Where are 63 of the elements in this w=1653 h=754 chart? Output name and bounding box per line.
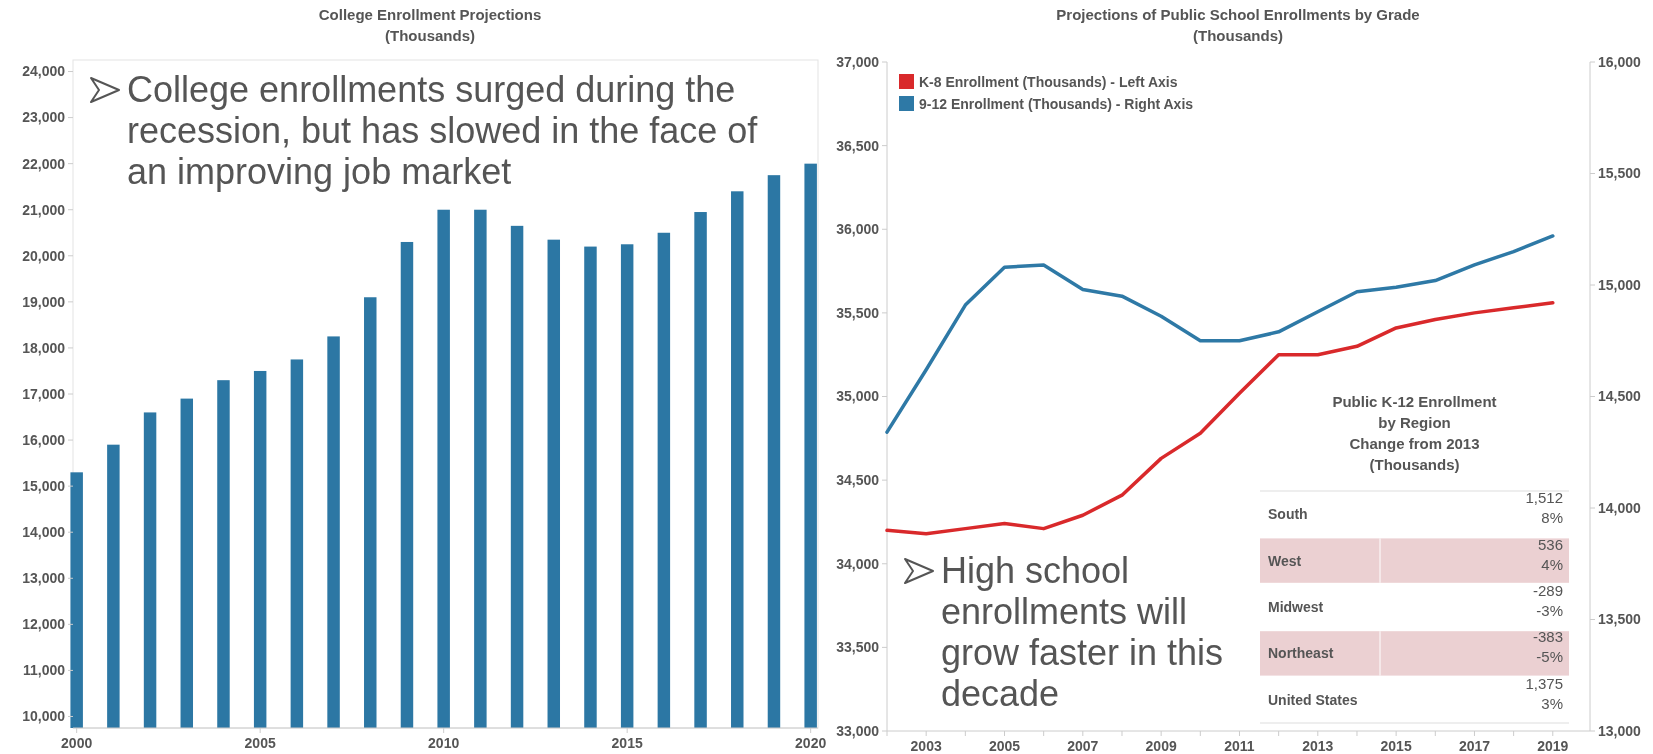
y-tick-label: 16,000: [22, 431, 66, 448]
x-tick-label: 2015: [611, 735, 643, 751]
y2-tick-label: 14,000: [1598, 499, 1642, 516]
text: 1,512 8%: [1525, 489, 1563, 527]
y-tick-label: 35,000: [836, 388, 880, 405]
x-tick-label: 2013: [1302, 738, 1334, 754]
x-tick-label: 2000: [61, 735, 93, 751]
y-tick-label: 34,000: [836, 555, 880, 572]
y2-tick-label: 13,500: [1598, 611, 1642, 628]
category-label: United States: [1268, 691, 1358, 708]
y2-tick-label: 14,500: [1598, 388, 1642, 405]
y-tick-label: 12,000: [22, 616, 66, 633]
y-tick-label: 37,000: [836, 53, 880, 70]
chart-title: Projections of Public School Enrollments by Grade (Thousands): [1056, 6, 1420, 44]
y-tick-label: 11,000: [22, 662, 66, 679]
annotation: High school enrollments will grow faster in this decade: [941, 550, 1224, 714]
x-tick-label: 2005: [988, 738, 1021, 754]
y-tick-label: 13,000: [22, 570, 66, 587]
text: 1,375 3%: [1525, 674, 1563, 712]
x-tick-label: 2020: [795, 735, 827, 751]
category-label: South: [1268, 506, 1308, 523]
category-label: Midwest: [1268, 598, 1324, 615]
text: Public K-12 Enrollment by Region Change from 2013 (Thousands): [1332, 393, 1497, 473]
y-tick-label: 19,000: [22, 293, 66, 310]
y2-tick-label: 16,000: [1598, 53, 1642, 70]
y2-tick-label: 15,500: [1598, 165, 1642, 182]
x-tick-label: 2011: [1224, 738, 1255, 754]
x-tick-label: 2017: [1458, 738, 1491, 754]
x-tick-label: 2010: [428, 735, 460, 751]
x-tick-label: 2019: [1537, 738, 1569, 754]
legend-label: 9-12 Enrollment (Thousands) - Right Axis: [919, 95, 1194, 112]
y-tick-label: 22,000: [22, 155, 66, 172]
y2-tick-label: 15,000: [1598, 276, 1642, 293]
y-tick-label: 35,500: [836, 304, 880, 321]
x-tick-label: 2003: [910, 738, 942, 754]
x-tick-label: 2005: [244, 735, 276, 751]
x-tick-label: 2009: [1145, 738, 1177, 754]
y-tick-label: 33,000: [836, 722, 880, 739]
category-label: Northeast: [1268, 645, 1334, 662]
text: -289 -3%: [1532, 582, 1563, 619]
line-series: [885, 234, 1555, 434]
text: 536 4%: [1537, 535, 1563, 573]
y-tick-label: 17,000: [22, 385, 66, 402]
y-tick-label: 34,500: [836, 472, 880, 489]
y-tick-label: 20,000: [22, 247, 66, 264]
text: -383 -5%: [1532, 628, 1563, 666]
y-tick-label: 18,000: [22, 339, 66, 356]
y2-tick-label: 13,000: [1598, 722, 1642, 739]
legend-label: K-8 Enrollment (Thousands) - Left Axis: [919, 73, 1178, 90]
y-tick-label: 36,000: [836, 221, 880, 238]
y-tick-label: 10,000: [22, 708, 66, 725]
x-tick-label: 2007: [1067, 738, 1099, 754]
y-tick-label: 15,000: [22, 478, 66, 495]
x-tick-label: 2015: [1380, 738, 1412, 754]
y-tick-label: 23,000: [22, 109, 66, 126]
chart-title: College Enrollment Projections (Thousands): [318, 6, 542, 44]
y-tick-label: 21,000: [22, 201, 66, 218]
category-label: West: [1268, 552, 1302, 569]
y-tick-label: 33,500: [836, 639, 880, 656]
y-tick-label: 36,500: [836, 137, 880, 154]
y-tick-label: 14,000: [22, 524, 66, 541]
annotation: College enrollments surged during the recession, but has slowed in the face of an improving job market: [127, 69, 759, 192]
y-tick-label: 24,000: [22, 63, 66, 80]
